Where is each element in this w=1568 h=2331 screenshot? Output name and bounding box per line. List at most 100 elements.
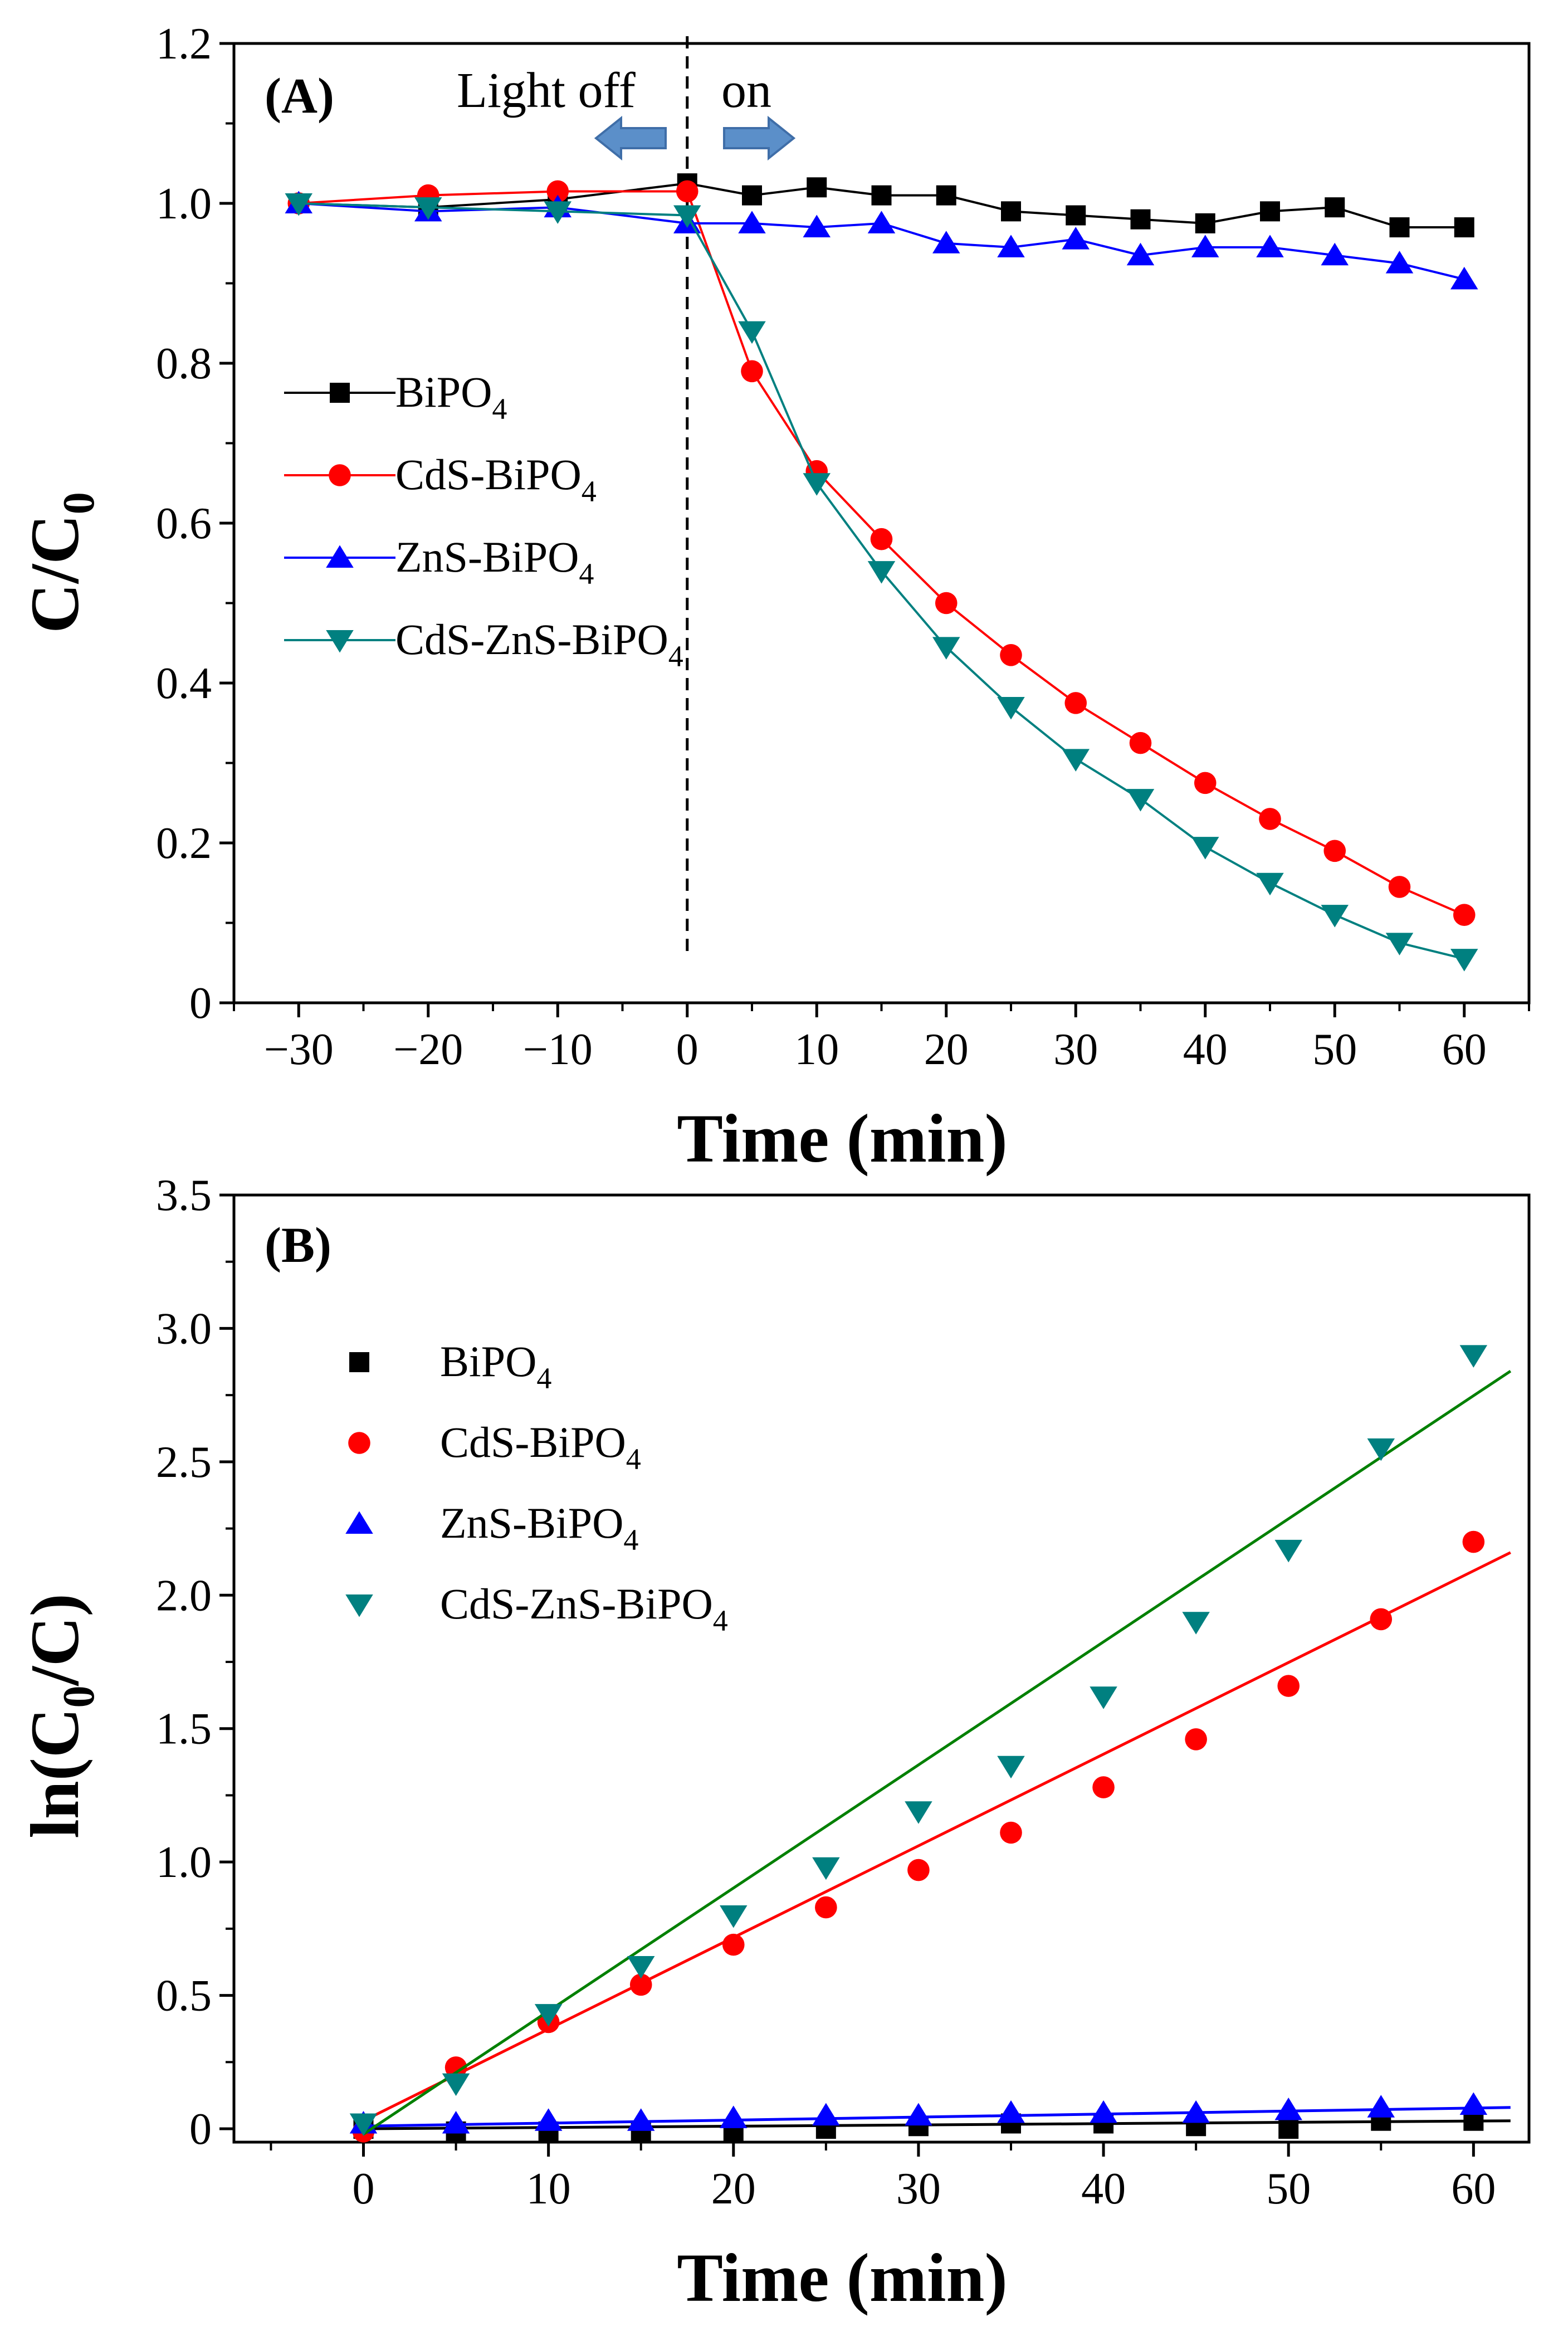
- data-point: [907, 1859, 930, 1881]
- data-point: [1323, 840, 1346, 862]
- data-point: [1130, 209, 1151, 230]
- arrow-left-icon: [594, 115, 667, 161]
- legend-name: CdS-BiPO: [395, 450, 582, 499]
- data-point: [442, 2110, 470, 2134]
- data-point: [534, 2004, 563, 2027]
- panel-b-label: (B): [265, 1218, 331, 1273]
- data-point: [1278, 2119, 1299, 2139]
- panel-a-series: [285, 173, 1478, 972]
- data-point: [442, 2073, 470, 2096]
- plot-frame: [232, 1193, 1531, 2144]
- y-tick-label: 2.0: [156, 1571, 212, 1620]
- data-point: [1277, 1675, 1300, 1697]
- legend-name: CdS-BiPO: [440, 1418, 626, 1466]
- series-line: [299, 202, 1465, 960]
- data-point: [673, 205, 701, 228]
- light-arrows: [594, 115, 796, 161]
- y-tick-label: 3.5: [156, 1171, 212, 1220]
- legend-marker: [345, 1511, 373, 1534]
- data-point: [1450, 266, 1478, 290]
- panel-b-x-axis-title: Time (min): [677, 2240, 1008, 2316]
- data-point: [285, 193, 312, 216]
- data-point: [1001, 201, 1021, 222]
- data-point: [1090, 2100, 1117, 2123]
- data-point: [803, 473, 831, 496]
- legend-marker: [330, 383, 350, 403]
- x-tick-label: 0: [353, 2164, 375, 2213]
- fit-line: [363, 1369, 1512, 2135]
- series-zns-bipo4: [285, 191, 1478, 290]
- series-cds-bipo4: [287, 180, 1476, 926]
- legend-label: ZnS-BiPO4: [395, 533, 594, 591]
- legend-marker: [349, 1352, 369, 1372]
- y-tick-label: 1.0: [156, 1838, 212, 1887]
- data-point: [807, 177, 827, 198]
- data-point: [676, 180, 698, 203]
- data-point: [722, 1933, 745, 1956]
- data-point: [997, 2100, 1025, 2123]
- data-point: [1370, 1608, 1393, 1631]
- data-point: [627, 1955, 655, 1979]
- legend-label: CdS-ZnS-BiPO4: [440, 1579, 728, 1637]
- data-point: [1062, 227, 1090, 250]
- legend-subscript: 4: [536, 1362, 551, 1395]
- light-off-annotation: Light off: [457, 63, 636, 118]
- data-point: [1385, 933, 1414, 955]
- x-tick-label: 50: [1266, 2164, 1311, 2213]
- x-tick-label: 40: [1183, 1025, 1228, 1074]
- y-tick-label: 0.2: [156, 819, 212, 868]
- data-point: [1388, 876, 1411, 898]
- legend-marker: [345, 1594, 373, 1617]
- x-tick-label: 20: [711, 2164, 756, 2213]
- data-point: [1191, 837, 1219, 860]
- light-on-annotation: on: [721, 63, 771, 118]
- y-tick-label: 1.5: [156, 1705, 212, 1754]
- y-tick-label: 0: [189, 979, 212, 1028]
- data-point: [867, 561, 896, 584]
- data-point: [815, 1896, 837, 1919]
- series-bipo4: [353, 2110, 1511, 2142]
- data-point: [1459, 2092, 1488, 2115]
- data-point: [629, 1973, 652, 1996]
- legend-subscript: 4: [492, 392, 507, 426]
- data-point: [720, 1905, 748, 1928]
- data-point: [741, 360, 763, 383]
- data-point: [1321, 905, 1349, 928]
- y-tick-label: 0.8: [156, 339, 212, 388]
- panel-b-legend: BiPO4 CdS-BiPO 4 ZnS-BiPO4 CdS-ZnS-BiPO4: [345, 1337, 728, 1637]
- data-point: [905, 2103, 932, 2126]
- fit-line: [363, 1551, 1511, 2122]
- data-point: [1453, 904, 1476, 926]
- series-cds-zns-bipo4: [349, 1345, 1512, 2136]
- x-tick-label: 40: [1081, 2164, 1126, 2213]
- series-zns-bipo4: [349, 2092, 1511, 2134]
- data-point: [1321, 242, 1349, 266]
- panel-a-label: (A): [265, 69, 334, 124]
- series-cds-zns-bipo4: [285, 193, 1478, 972]
- data-point: [1260, 201, 1280, 222]
- data-point: [812, 1857, 840, 1880]
- legend-name: BiPO: [440, 1337, 536, 1386]
- data-point: [867, 211, 896, 233]
- legend-label: ZnS-BiPO4: [440, 1499, 638, 1557]
- data-point: [627, 2108, 655, 2131]
- y-tick-label: 0: [189, 2105, 212, 2154]
- y-tick-label: 0.4: [156, 659, 212, 708]
- arrow-right-icon: [723, 115, 796, 161]
- y-tick-label: 3.0: [156, 1304, 212, 1353]
- data-point: [812, 2103, 840, 2126]
- data-point: [997, 1755, 1025, 1779]
- legend-name: CdS-ZnS-BiPO: [440, 1579, 713, 1628]
- data-point: [738, 211, 766, 233]
- x-tick-label: 20: [924, 1025, 969, 1074]
- x-tick-label: 30: [896, 2164, 941, 2213]
- panel-b-axes: 0 10 20 30 40 50 60 0 0.5 1.0 1.5 2.0 2.5 3.0 3.5: [156, 1171, 1531, 2213]
- legend-label: BiPO4: [440, 1337, 551, 1395]
- data-point: [544, 201, 571, 224]
- panel-b-series: [349, 1345, 1512, 2143]
- data-point: [1256, 872, 1284, 896]
- panel-a-axes: −30 −20 −10 0 10 20 30 40 50 60 0 0.2 0.4 0.6 0.8 1.0 1.…: [156, 19, 1531, 1074]
- data-point: [1090, 1686, 1117, 1709]
- data-point: [935, 592, 958, 615]
